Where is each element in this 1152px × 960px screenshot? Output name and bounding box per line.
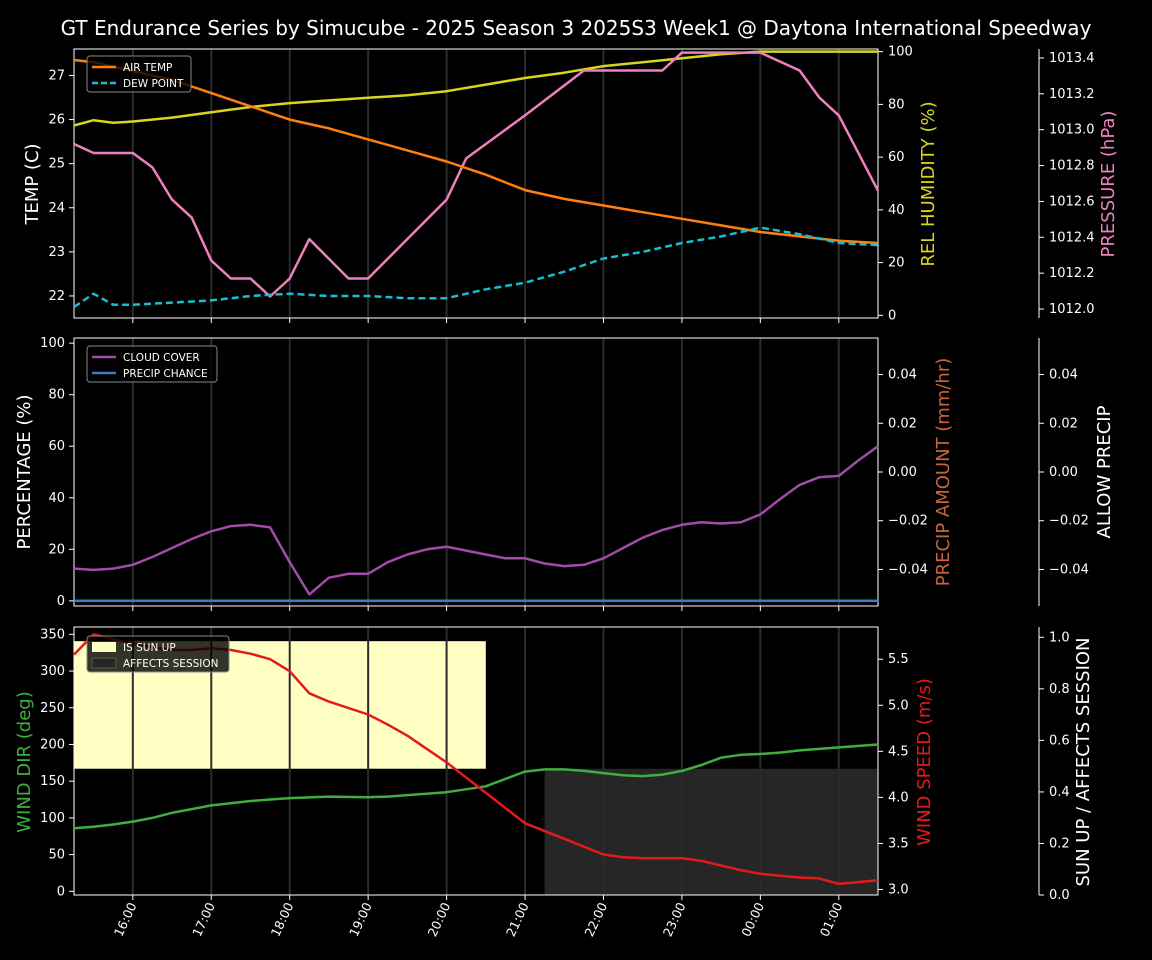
x-tick-label: 17:00 [189, 900, 218, 939]
legend-clouds-label: PRECIP CHANCE [123, 368, 208, 380]
legend-temp-label: DEW POINT [123, 78, 184, 90]
wind-speed-axis-label: WIND SPEED (m/s) [914, 678, 935, 846]
x-tick-label: 19:00 [346, 900, 375, 939]
legend-wind-label: IS SUN UP [123, 642, 176, 654]
temp-axis-tick-label: 22 [48, 289, 65, 304]
humidity-axis-tick-label: 80 [888, 97, 905, 112]
allow-precip-axis-label: ALLOW PRECIP [1094, 405, 1115, 538]
temp-axis-tick-label: 26 [48, 113, 65, 128]
wind-dir-axis-label: WIND DIR (deg) [14, 691, 35, 833]
humidity-axis-tick-label: 20 [888, 256, 905, 271]
wind-speed-axis-tick-label: 5.0 [888, 698, 909, 713]
wind-speed-axis-tick-label: 3.0 [888, 882, 909, 897]
precip-amount-axis-label: PRECIP AMOUNT (mm/hr) [933, 358, 954, 587]
panel-weather-frame [73, 48, 879, 319]
affects-session-band [544, 768, 878, 895]
precip-amount-axis-tick-label: 0.02 [888, 416, 917, 431]
percentage-axis-tick-label: 100 [40, 336, 65, 351]
percentage-axis-tick-label: 0 [57, 594, 65, 609]
allow-precip-axis-tick-label: −0.02 [1049, 514, 1089, 529]
pressure-axis-tick-label: 1012.6 [1049, 194, 1095, 209]
pressure-axis-tick-label: 1013.4 [1049, 51, 1095, 66]
wind-speed-axis-tick-label: 5.5 [888, 652, 909, 667]
allow-precip-axis-tick-label: 0.04 [1049, 368, 1078, 383]
pressure-axis-tick-label: 1013.0 [1049, 123, 1095, 138]
legend-wind-label: AFFECTS SESSION [123, 658, 219, 670]
temp-axis-tick-label: 24 [48, 201, 65, 216]
percentage-axis-tick-label: 20 [48, 542, 65, 557]
cloud-cover-line [73, 445, 879, 596]
wind-dir-axis-tick-label: 300 [40, 664, 65, 679]
humidity-axis-tick-label: 100 [888, 45, 913, 60]
percentage-axis-tick-label: 60 [48, 439, 65, 454]
temp-axis-label: TEMP (C) [22, 143, 43, 225]
sun-axis-tick-label: 0.8 [1049, 682, 1070, 697]
wind-speed-axis-tick-label: 4.0 [888, 790, 909, 805]
chart-layer: 22 23 24 25 26 27 0 20 40 60 80 100 1012.0 1012.2 1012… [14, 45, 1119, 939]
precip-amount-axis-tick-label: 0.00 [888, 465, 917, 480]
allow-precip-axis-tick-label: 0.02 [1049, 416, 1078, 431]
precip-amount-axis-tick-label: −0.02 [888, 514, 928, 529]
x-tick-label: 01:00 [817, 900, 846, 939]
precip-amount-axis-tick-label: 0.04 [888, 368, 917, 383]
x-tick-label: 00:00 [738, 900, 767, 939]
x-tick-label: 21:00 [503, 900, 532, 939]
legend-wind-box [86, 635, 230, 673]
temp-axis-tick-label: 27 [48, 68, 65, 83]
allow-precip-axis-tick-label: −0.04 [1049, 562, 1089, 577]
humidity-axis-tick-label: 0 [888, 308, 896, 323]
humidity-axis-tick-label: 60 [888, 150, 905, 165]
legend-temp-label: AIR TEMP [123, 62, 172, 74]
humidity-axis-label: REL HUMIDITY (%) [918, 101, 939, 266]
pressure-axis-tick-label: 1012.0 [1049, 302, 1095, 317]
sun-axis-tick-label: 0.0 [1049, 888, 1070, 903]
wind-dir-axis-tick-label: 100 [40, 811, 65, 826]
x-tick-label: 20:00 [424, 900, 453, 939]
chart-title: GT Endurance Series by Simucube - 2025 S… [61, 16, 1092, 40]
wind-speed-axis-tick-label: 4.5 [888, 744, 909, 759]
dew-point-line [73, 226, 879, 309]
humidity-axis-tick-label: 40 [888, 203, 905, 218]
x-tick-label: 23:00 [660, 900, 689, 939]
percentage-axis-tick-label: 80 [48, 388, 65, 403]
wind-dir-axis-tick-label: 0 [57, 884, 65, 899]
pressure-axis-tick-label: 1013.2 [1049, 87, 1095, 102]
sun-axis-label: SUN UP / AFFECTS SESSION [1073, 637, 1094, 886]
wind-dir-axis-tick-label: 150 [40, 774, 65, 789]
pressure-axis-tick-label: 1012.2 [1049, 266, 1095, 281]
temp-axis-tick-label: 25 [48, 157, 65, 172]
x-tick-label: 22:00 [581, 900, 610, 939]
wind-dir-axis-tick-label: 50 [48, 848, 65, 863]
legend-clouds-box [86, 345, 218, 383]
temp-axis-tick-label: 23 [48, 245, 65, 260]
pressure-axis-tick-label: 1012.8 [1049, 159, 1095, 174]
wind-dir-axis-tick-label: 250 [40, 701, 65, 716]
x-tick-label: 16:00 [111, 900, 140, 939]
sun-axis-tick-label: 1.0 [1049, 630, 1070, 645]
percentage-axis-tick-label: 40 [48, 491, 65, 506]
wind-dir-axis-tick-label: 350 [40, 627, 65, 642]
allow-precip-axis-tick-label: 0.00 [1049, 465, 1078, 480]
legend-wind-patch [92, 642, 116, 652]
legend-clouds-label: CLOUD COVER [123, 352, 200, 364]
wind-dir-line [73, 743, 879, 830]
sun-axis-tick-label: 0.4 [1049, 785, 1070, 800]
pressure-axis-tick-label: 1012.4 [1049, 230, 1095, 245]
pressure-line [73, 51, 880, 298]
panel-wind-frame [73, 626, 879, 896]
percentage-axis-label: PERCENTAGE (%) [14, 394, 35, 549]
wind-speed-axis-tick-label: 3.5 [888, 836, 909, 851]
legend-wind-patch [91, 657, 117, 669]
sun-axis-tick-label: 0.2 [1049, 836, 1070, 851]
wind-dir-axis-tick-label: 200 [40, 737, 65, 752]
pressure-axis-label: PRESSURE (hPa) [1098, 111, 1119, 258]
x-tick-label: 18:00 [268, 900, 297, 939]
precip-amount-axis-tick-label: −0.04 [888, 562, 928, 577]
sun-axis-tick-label: 0.6 [1049, 733, 1070, 748]
